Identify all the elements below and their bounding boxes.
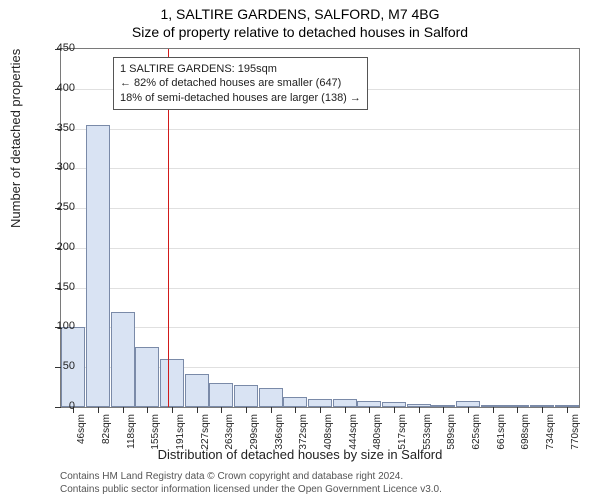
bar — [111, 312, 135, 407]
y-tick-label: 450 — [45, 42, 75, 54]
x-tick — [246, 407, 247, 413]
gridline — [61, 327, 579, 328]
bar — [185, 374, 209, 407]
gridline — [61, 129, 579, 130]
x-tick-label: 191sqm — [175, 414, 186, 464]
x-tick-label: 46sqm — [76, 414, 87, 464]
x-tick-label: 336sqm — [274, 414, 285, 464]
x-tick — [271, 407, 272, 413]
x-tick-label: 553sqm — [422, 414, 433, 464]
x-tick — [98, 407, 99, 413]
bar — [308, 399, 332, 407]
x-tick-label: 770sqm — [570, 414, 581, 464]
x-tick — [320, 407, 321, 413]
x-tick — [123, 407, 124, 413]
x-tick-label: 517sqm — [397, 414, 408, 464]
x-tick — [369, 407, 370, 413]
x-tick — [493, 407, 494, 413]
y-tick-label: 50 — [45, 360, 75, 372]
credits: Contains HM Land Registry data © Crown c… — [60, 471, 442, 496]
bar — [234, 385, 258, 407]
annotation-box: 1 SALTIRE GARDENS: 195sqm← 82% of detach… — [113, 57, 368, 110]
bar — [283, 397, 307, 407]
x-tick — [394, 407, 395, 413]
x-tick-label: 372sqm — [298, 414, 309, 464]
y-tick-label: 100 — [45, 320, 75, 332]
x-tick-label: 118sqm — [126, 414, 137, 464]
x-tick — [345, 407, 346, 413]
bar — [135, 347, 159, 407]
annotation-line: 18% of semi-detached houses are larger (… — [120, 91, 361, 105]
x-tick — [197, 407, 198, 413]
plot-area: 1 SALTIRE GARDENS: 195sqm← 82% of detach… — [60, 48, 580, 408]
annotation-line: ← 82% of detached houses are smaller (64… — [120, 76, 361, 90]
x-tick — [295, 407, 296, 413]
x-tick-label: 480sqm — [372, 414, 383, 464]
x-tick — [147, 407, 148, 413]
bar — [333, 399, 357, 407]
x-tick-label: 263sqm — [224, 414, 235, 464]
bar — [86, 125, 110, 407]
x-tick — [172, 407, 173, 413]
title-subtitle: Size of property relative to detached ho… — [0, 24, 600, 40]
x-tick-label: 299sqm — [249, 414, 260, 464]
x-tick-label: 698sqm — [520, 414, 531, 464]
y-tick-label: 250 — [45, 201, 75, 213]
x-tick — [419, 407, 420, 413]
x-tick — [468, 407, 469, 413]
y-tick-label: 400 — [45, 82, 75, 94]
x-tick-label: 661sqm — [496, 414, 507, 464]
x-tick-label: 589sqm — [446, 414, 457, 464]
x-tick — [517, 407, 518, 413]
gridline — [61, 288, 579, 289]
y-tick-label: 0 — [45, 400, 75, 412]
y-tick-label: 200 — [45, 241, 75, 253]
credits-line1: Contains HM Land Registry data © Crown c… — [60, 471, 442, 484]
x-tick — [443, 407, 444, 413]
y-axis-label: Number of detached properties — [8, 49, 23, 228]
gridline — [61, 168, 579, 169]
gridline — [61, 248, 579, 249]
bar — [209, 383, 233, 407]
y-tick-label: 150 — [45, 281, 75, 293]
x-tick-label: 155sqm — [150, 414, 161, 464]
gridline — [61, 208, 579, 209]
y-tick-label: 350 — [45, 122, 75, 134]
x-tick-label: 408sqm — [323, 414, 334, 464]
x-tick-label: 82sqm — [101, 414, 112, 464]
x-tick-label: 444sqm — [348, 414, 359, 464]
bar — [160, 359, 184, 407]
credits-line2: Contains public sector information licen… — [60, 484, 442, 497]
x-tick-label: 625sqm — [471, 414, 482, 464]
annotation-line: 1 SALTIRE GARDENS: 195sqm — [120, 62, 361, 76]
x-tick — [567, 407, 568, 413]
y-tick-label: 300 — [45, 161, 75, 173]
x-tick — [221, 407, 222, 413]
title-address: 1, SALTIRE GARDENS, SALFORD, M7 4BG — [0, 6, 600, 22]
bar — [259, 388, 283, 407]
x-tick — [542, 407, 543, 413]
chart-container: 1, SALTIRE GARDENS, SALFORD, M7 4BG Size… — [0, 0, 600, 500]
x-tick-label: 227sqm — [200, 414, 211, 464]
x-tick-label: 734sqm — [545, 414, 556, 464]
